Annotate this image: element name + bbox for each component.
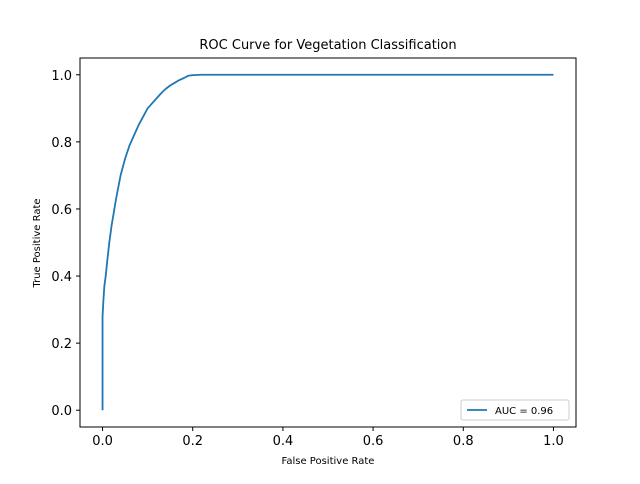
y-tick-label: 0.4 <box>51 270 72 285</box>
y-tick-label: 0.8 <box>51 136 72 151</box>
y-tick-label: 0.6 <box>51 203 72 218</box>
x-tick-label: 0.0 <box>92 434 113 449</box>
x-tick-label: 0.6 <box>363 434 384 449</box>
x-tick-label: 0.8 <box>453 434 474 449</box>
y-axis-label: True Positive Rate <box>32 198 43 288</box>
x-tick-label: 0.2 <box>182 434 203 449</box>
y-tick-label: 0.2 <box>51 337 72 352</box>
y-tick-label: 1.0 <box>51 69 72 84</box>
x-tick-label: 0.4 <box>273 434 294 449</box>
plot-marks: 0.0 0.2 0.4 0.6 0.8 1.0 0.0 0.2 0.4 0.6 0.8 1.0 AUC … <box>51 69 570 449</box>
legend-label: AUC = 0.96 <box>495 406 553 417</box>
y-tick-label: 0.0 <box>51 404 72 419</box>
plot-area-frame <box>79 57 577 428</box>
roc-curve-line <box>101 73 554 411</box>
x-axis-label: False Positive Rate <box>282 456 375 467</box>
legend-box <box>460 399 570 421</box>
x-tick-label: 1.0 <box>543 434 564 449</box>
chart-title: ROC Curve for Vegetation Classification <box>199 38 456 53</box>
